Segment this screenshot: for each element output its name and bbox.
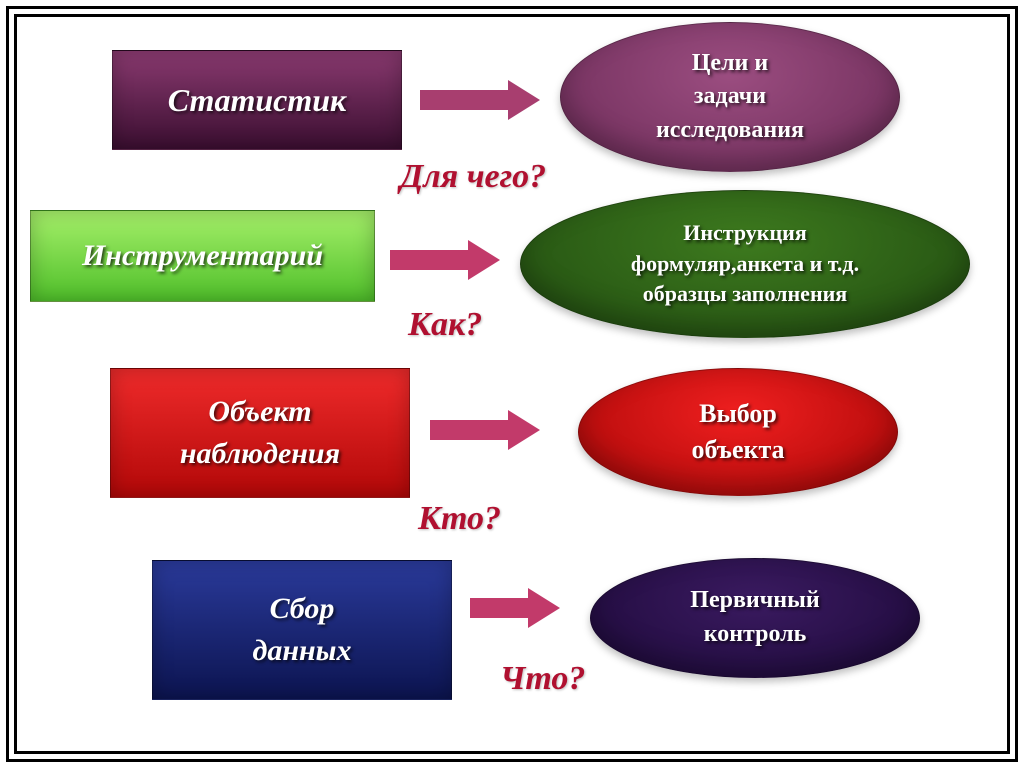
rect-line: Объект (202, 391, 317, 433)
rect-label: Статистик (162, 78, 352, 123)
arrow-shaft (420, 90, 510, 110)
arrow-shaft (470, 598, 530, 618)
arrow-2 (430, 410, 540, 450)
ellipse-2: Выборобъекта (578, 368, 898, 496)
arrow-head-icon (508, 80, 540, 120)
arrow-shaft (390, 250, 470, 270)
arrow-head-icon (508, 410, 540, 450)
ellipse-0: Цели изадачиисследования (560, 22, 900, 172)
ellipse-line: Первичный (680, 584, 829, 618)
ellipse-line: объекта (681, 432, 794, 468)
rect-box-3: Сборданных (152, 560, 452, 700)
ellipse-line: исследования (646, 114, 814, 148)
ellipse-line: Инструкция (673, 218, 817, 249)
ellipse-line: задачи (684, 80, 776, 114)
arrow-3 (470, 588, 560, 628)
question-label-2: Кто? (418, 500, 501, 538)
ellipse-line: образцы заполнения (633, 279, 857, 310)
ellipse-line: Выбор (689, 396, 787, 432)
ellipse-1: Инструкцияформуляр,анкета и т.д.образцы … (520, 190, 970, 338)
rect-box-0: Статистик (112, 50, 402, 150)
ellipse-line: контроль (694, 618, 817, 652)
rect-line: данных (246, 630, 357, 672)
arrow-1 (390, 240, 500, 280)
question-label-0: Для чего? (400, 158, 546, 196)
arrow-head-icon (528, 588, 560, 628)
rect-box-2: Объектнаблюдения (110, 368, 410, 498)
ellipse-3: Первичныйконтроль (590, 558, 920, 678)
question-label-3: Что? (500, 660, 585, 698)
rect-box-1: Инструментарий (30, 210, 375, 302)
ellipse-line: формуляр,анкета и т.д. (621, 249, 869, 280)
ellipse-line: Цели и (682, 47, 778, 81)
rect-line: наблюдения (174, 433, 346, 475)
arrow-0 (420, 80, 540, 120)
arrow-shaft (430, 420, 510, 440)
arrow-head-icon (468, 240, 500, 280)
rect-label: Инструментарий (76, 235, 329, 277)
rect-line: Сбор (264, 588, 341, 630)
question-label-1: Как? (408, 306, 482, 344)
